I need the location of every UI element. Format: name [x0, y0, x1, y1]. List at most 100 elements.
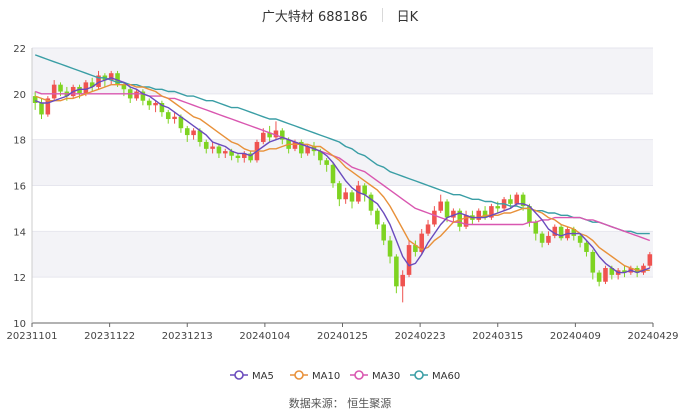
candle-body [280, 130, 285, 140]
chart-title: 广大特材 688186 [261, 9, 368, 25]
x-tick-label: 20231122 [84, 331, 135, 342]
candle-body [641, 265, 646, 273]
candle-body [89, 82, 95, 87]
candle-body [216, 146, 222, 154]
candle-body [387, 240, 393, 257]
y-tick-label: 14 [13, 227, 26, 238]
candle-body [45, 98, 51, 115]
candle-body [324, 160, 329, 165]
candle-body [32, 96, 38, 103]
title-divider [381, 8, 383, 22]
candle-body [241, 153, 247, 158]
y-tick-label: 20 [13, 90, 26, 101]
data-source: 数据来源： 恒生聚源 [288, 397, 392, 410]
x-tick-label: 20240429 [628, 331, 679, 342]
legend-marker-ma5 [234, 370, 244, 380]
candle-body [178, 116, 184, 129]
candle-body [622, 270, 627, 273]
candle-body [261, 132, 266, 142]
candle-body [121, 84, 127, 90]
candle-body [172, 116, 177, 120]
x-tick-label: 20240315 [472, 331, 523, 342]
candle-body [330, 164, 336, 184]
candle-body [457, 210, 463, 227]
candle-body [197, 130, 203, 142]
candle-body [571, 229, 577, 236]
candle-body [248, 153, 253, 161]
ma5-line [34, 77, 651, 274]
y-tick-label: 12 [13, 273, 26, 284]
candle-body [305, 146, 310, 154]
candle-body [482, 210, 488, 218]
candle-body [451, 210, 456, 218]
candle-body [140, 91, 146, 101]
candle-body [153, 103, 158, 106]
candle-body [165, 112, 171, 120]
candle-body [58, 84, 63, 92]
candle-body [577, 235, 583, 243]
legend-label-ma10: MA10 [312, 371, 340, 382]
candle-body [368, 194, 374, 211]
candle-body [292, 141, 298, 149]
candle-body [603, 268, 608, 282]
candle-body [349, 192, 355, 202]
grid-band [32, 139, 653, 186]
candle-body [539, 233, 545, 243]
candle-body [444, 201, 450, 218]
candle-body [489, 206, 494, 218]
y-tick-label: 18 [13, 136, 26, 147]
candle-body [184, 128, 190, 136]
y-tick-label: 22 [13, 44, 26, 55]
candle-body [77, 86, 82, 94]
candle-body [222, 151, 228, 154]
x-tick-label: 20231213 [162, 331, 213, 342]
candle-body [394, 256, 399, 287]
candle-body [590, 251, 596, 273]
candle-body [83, 82, 89, 94]
candle-body [318, 151, 323, 161]
candle-body [647, 254, 653, 266]
legend-label-ma60: MA60 [432, 371, 460, 382]
candle-body [235, 155, 241, 158]
candle-body [203, 141, 209, 149]
candle-body [337, 183, 342, 200]
candle-body [381, 224, 386, 241]
x-tick-label: 20240125 [317, 331, 368, 342]
candle-body [375, 210, 380, 225]
candle-body [191, 130, 196, 136]
ma30-line [34, 90, 651, 242]
candle-body [267, 132, 272, 138]
candle-body [134, 91, 139, 99]
ma60-line [34, 54, 650, 235]
legend-label-ma30: MA30 [372, 371, 400, 382]
legend-marker-ma30 [354, 370, 364, 380]
period-label: 日K [396, 9, 419, 25]
candle-body [356, 185, 361, 202]
candle-body [115, 73, 120, 85]
x-tick-label: 20231101 [7, 331, 58, 342]
candle-body [146, 100, 152, 106]
candle-body [514, 194, 520, 204]
candle-body [463, 215, 469, 227]
candle-body [495, 206, 501, 209]
candle-body [400, 274, 405, 287]
candle-body [552, 226, 558, 236]
ma10-line [34, 83, 650, 271]
candle-body [108, 73, 114, 81]
candle-body [533, 222, 539, 234]
candle-body [520, 194, 526, 207]
candle-body [273, 130, 279, 138]
candle-body [558, 226, 564, 239]
candle-body [476, 210, 482, 220]
candle-body [432, 210, 437, 225]
candle-body [609, 268, 615, 275]
candle-body [51, 84, 57, 99]
candle-body [96, 75, 101, 87]
legend-marker-ma10 [294, 370, 304, 380]
x-tick-label: 20240223 [395, 331, 446, 342]
chart-header: 广大特材 688186 日K [0, 4, 680, 26]
candle-body [584, 242, 589, 252]
candle-body [438, 201, 444, 211]
candle-body [425, 224, 431, 234]
candle-body [527, 206, 532, 223]
